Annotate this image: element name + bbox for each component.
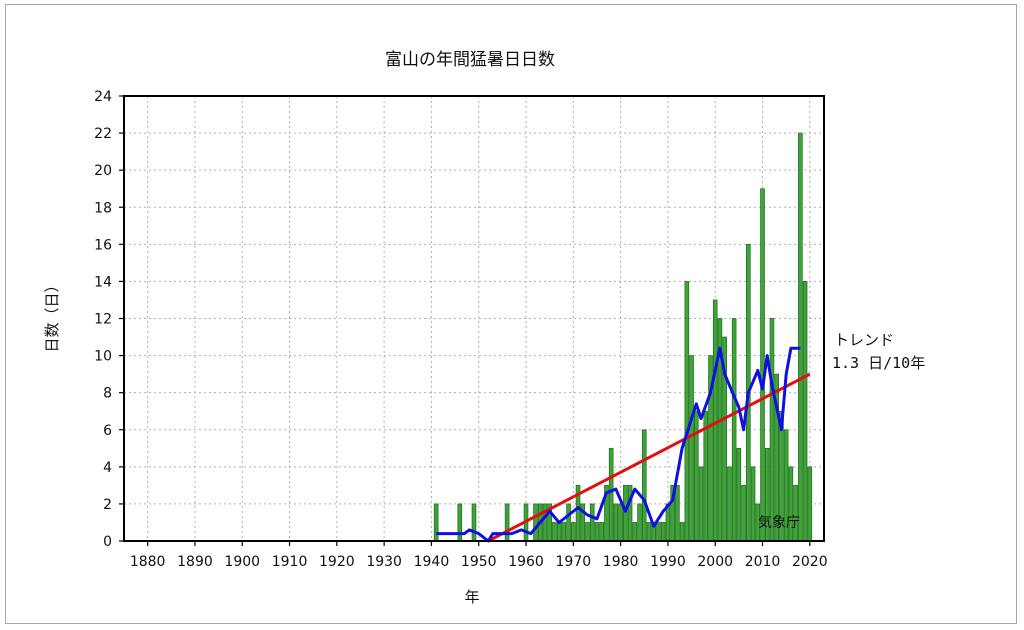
y-tick-label: 18 [94, 200, 112, 216]
bar [594, 522, 600, 542]
x-tick-label: 1970 [556, 554, 592, 570]
y-tick-label: 0 [103, 534, 112, 550]
x-tick-label: 2010 [745, 554, 781, 570]
y-tick-label: 16 [94, 237, 112, 253]
bar [689, 355, 694, 542]
y-tick-label: 20 [94, 163, 112, 179]
moving-average-line [436, 346, 801, 543]
bar [571, 522, 576, 542]
bar [641, 429, 647, 542]
bar [750, 466, 756, 542]
x-tick-label: 2000 [697, 554, 733, 570]
chart-title: 富山の年間猛暑日日数 [385, 50, 555, 70]
bar [589, 503, 595, 542]
x-axis-title: 年 [464, 588, 479, 606]
trend-line [487, 372, 811, 543]
y-tick-label: 4 [103, 460, 112, 476]
x-tick-label: 1990 [650, 554, 686, 570]
bar [504, 503, 510, 542]
bar [471, 503, 477, 542]
y-tick-label: 24 [94, 89, 112, 105]
figure-frame: 富山の年間猛暑日日数 1880 1890 1900 1910 1920 1930 1940 1… [5, 4, 1017, 624]
bar [675, 485, 680, 542]
bar [552, 522, 557, 542]
bar [599, 522, 604, 542]
bar [618, 503, 623, 542]
trend-layer [487, 372, 811, 543]
y-tick-label: 10 [94, 349, 112, 365]
y-tick-label: 22 [94, 126, 112, 142]
bar [613, 503, 619, 542]
y-tick-label: 6 [103, 423, 112, 439]
bar [703, 410, 709, 542]
bar [457, 503, 463, 542]
bar [608, 447, 614, 542]
grid-layer [124, 96, 824, 541]
bar [656, 522, 661, 542]
bar [679, 522, 685, 542]
bar [731, 318, 737, 542]
x-tick-label: 1960 [508, 554, 544, 570]
bar [632, 522, 638, 542]
bar [660, 522, 666, 542]
bar [623, 485, 628, 542]
chart-svg: 富山の年間猛暑日日数 1880 1890 1900 1910 1920 1930 1940 1… [43, 50, 925, 606]
bar [741, 485, 746, 542]
bar [556, 522, 562, 542]
x-tick-label: 1890 [177, 554, 213, 570]
bar [585, 522, 590, 542]
bar [637, 503, 642, 542]
x-tick-label: 2020 [792, 554, 828, 570]
moving-average-layer [436, 346, 801, 543]
x-tick-label: 1980 [603, 554, 639, 570]
y-tick-label: 2 [103, 497, 112, 513]
x-tick-label: 1900 [224, 554, 260, 570]
bar [684, 281, 690, 542]
x-tick-label: 1910 [272, 554, 308, 570]
x-tick-label: 1930 [366, 554, 402, 570]
x-tick-label: 1950 [461, 554, 497, 570]
bar [802, 281, 808, 542]
chart-panel: 富山の年間猛暑日日数 1880 1890 1900 1910 1920 1930 1940 1… [34, 31, 1002, 607]
bar [727, 466, 732, 542]
bar [769, 318, 775, 542]
y-axis-title: 日数（日） [43, 277, 61, 352]
bar [561, 522, 567, 542]
trend-label: トレンド [834, 331, 894, 349]
bar [433, 503, 439, 542]
credit-label: 気象庁 [758, 515, 800, 531]
ticks-layer: 1880 1890 1900 1910 1920 1930 1940 1950 1960 1970… [94, 89, 827, 570]
x-tick-label: 1940 [414, 554, 450, 570]
bar [793, 485, 798, 542]
y-tick-label: 12 [94, 312, 112, 328]
bar [533, 503, 538, 542]
bars-layer [433, 132, 813, 542]
bar [798, 132, 803, 542]
trend-rate-label: 1.3 日/10年 [832, 354, 925, 372]
bar [646, 522, 652, 542]
bar [736, 447, 742, 542]
bar [807, 466, 813, 542]
y-tick-label: 8 [103, 386, 112, 402]
bar [712, 299, 718, 542]
bar [566, 503, 571, 542]
x-tick-label: 1880 [130, 554, 166, 570]
bar [698, 466, 704, 542]
x-tick-label: 1920 [319, 554, 355, 570]
bar [760, 188, 765, 542]
y-tick-label: 14 [94, 274, 112, 290]
